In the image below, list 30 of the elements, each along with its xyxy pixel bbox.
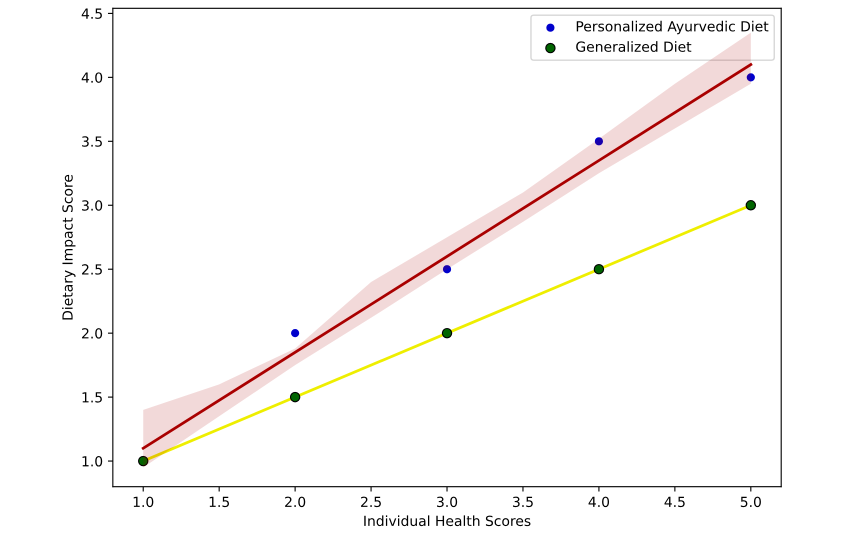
x-tick-label: 2.5 — [361, 496, 381, 508]
y-tick-label: 4.5 — [82, 8, 102, 19]
y-tick-label: 3.0 — [82, 200, 102, 211]
x-tick-label: 1.0 — [134, 496, 154, 508]
y-tick-label: 3.5 — [82, 136, 102, 147]
x-tick-label: 5.0 — [740, 496, 761, 508]
point — [442, 264, 452, 274]
x-tick-label: 2.0 — [285, 496, 306, 508]
point — [594, 264, 604, 274]
point — [138, 456, 148, 466]
x-tick-label: 1.5 — [210, 496, 229, 508]
point — [442, 328, 452, 338]
x-tick-label: 3.5 — [512, 496, 533, 508]
y-axis-title: Dietary Impact Score — [62, 174, 76, 320]
y-tick-label: 1.0 — [82, 456, 102, 467]
point — [290, 392, 300, 402]
y-tick-label: 4.0 — [82, 72, 102, 83]
point — [746, 72, 756, 83]
y-tick-label: 2.0 — [82, 328, 102, 339]
y-tick-label: 1.5 — [82, 392, 102, 403]
legend-label: Personalized Ayurvedic Diet — [576, 20, 768, 34]
x-tick-label: 4.0 — [588, 496, 610, 508]
y-tick-label: 2.5 — [82, 264, 102, 275]
point — [594, 136, 604, 147]
x-tick-label: 3.0 — [437, 496, 458, 508]
point — [290, 328, 300, 338]
x-tick-label: 4.5 — [664, 496, 685, 508]
legend-label: Generalized Diet — [576, 41, 692, 52]
point — [746, 200, 756, 210]
x-axis-title: Individual Health Scores — [364, 515, 530, 526]
